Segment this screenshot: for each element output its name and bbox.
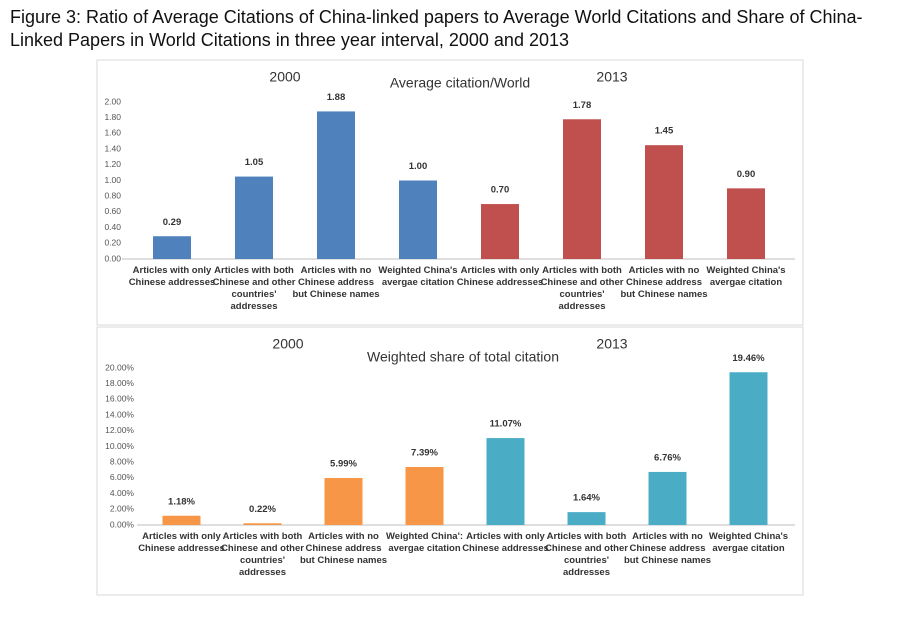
x-tick-label: Articles with no Chinese address but Chi… [299,531,388,566]
x-tick-label: Articles with both Chinese and other cou… [545,531,628,578]
group-label: 2000 [269,69,300,85]
bar [405,466,444,525]
y-tick-label: 18.00% [105,378,134,388]
x-tick-label-box: Articles with no Chinese address but Chi… [623,531,712,566]
y-tick-label: 1.00 [104,175,121,185]
x-tick-label: Articles with no Chinese address but Chi… [292,265,380,300]
y-tick-label: 1.20 [104,159,121,169]
x-tick-label-box: Articles with only Chinese addresses [462,531,549,554]
x-tick-label: Weighted China's avergae citation [378,265,458,288]
bar [486,438,525,525]
x-tick-label-box: Articles with no Chinese address but Chi… [620,265,708,300]
x-tick-label-box: Articles with both Chinese and other cou… [221,531,304,578]
x-tick-label-box: Articles with both Chinese and other cou… [540,265,624,312]
bar [399,180,437,259]
x-tick-label: Articles with only Chinese addresses [138,531,225,554]
value-label: 1.78 [573,100,592,111]
value-label: 1.05 [245,157,264,168]
y-tick-label: 1.40 [104,143,121,153]
y-tick-label: 0.60 [104,206,121,216]
figure-title: Figure 3: Ratio of Average Citations of … [10,7,863,50]
y-tick-label: 0.80 [104,190,121,200]
bar [481,204,519,259]
value-label: 0.70 [491,185,510,196]
bar [162,515,201,525]
y-tick-label: 1.80 [104,112,121,122]
y-tick-label: 0.40 [104,222,121,232]
bar [648,471,687,525]
y-tick-label: 0.00 [104,253,121,263]
value-label: 11.07% [490,419,522,430]
bar [317,111,355,259]
y-tick-label: 2.00% [110,504,135,514]
y-tick-label: 0.20 [104,238,121,248]
bar [324,477,363,525]
x-tick-label: Articles with both Chinese and other cou… [540,265,624,312]
group-label: 2013 [596,69,627,85]
value-label: 1.18% [168,496,195,507]
bar [727,188,765,259]
x-tick-label-box: Articles with no Chinese address but Chi… [292,265,380,300]
x-tick-label: Articles with no Chinese address but Chi… [620,265,708,300]
x-tick-label-box: Articles with both Chinese and other cou… [545,531,628,578]
value-label: 1.88 [327,92,346,103]
y-tick-label: 4.00% [110,488,135,498]
x-tick-label: Articles with only Chinese addresses [456,265,544,288]
chart-frame [96,326,804,596]
value-label: 1.45 [655,126,674,137]
x-tick-label: Articles with no Chinese address but Chi… [623,531,712,566]
value-label: 1.00 [409,161,428,172]
x-tick-label: Weighted China's avergae citation [708,531,789,554]
value-label: 0.29 [163,217,182,228]
y-tick-label: 1.60 [104,128,121,138]
x-tick-label: Weighted China': avergae citation [385,531,464,554]
x-tick-label-box: Weighted China's avergae citation [378,265,458,288]
value-label: 19.46% [732,353,765,364]
x-tick-label: Articles with only Chinese addresses [462,531,549,554]
value-label: 0.22% [249,504,276,515]
value-label: 6.76% [654,452,681,463]
y-tick-label: 2.00 [104,96,121,106]
bar [563,119,601,260]
x-tick-label-box: Weighted China': avergae citation [385,531,464,554]
x-tick-label: Weighted China's avergae citation [706,265,786,288]
x-tick-label: Articles with only Chinese addresses [128,265,216,288]
bar [729,372,768,525]
y-tick-label: 8.00% [110,456,135,466]
value-label: 0.90 [737,169,756,180]
y-tick-label: 10.00% [105,441,134,451]
y-tick-label: 16.00% [105,394,134,404]
y-tick-label: 0.00% [110,519,135,529]
bar [243,523,282,525]
x-tick-label: Articles with both Chinese and other cou… [212,265,296,312]
value-label: 1.64% [573,493,600,504]
y-tick-label: 6.00% [110,472,135,482]
x-tick-label-box: Articles with only Chinese addresses [138,531,225,554]
x-tick-label-box: Weighted China's avergae citation [708,531,789,554]
bar [567,512,606,525]
value-label: 7.39% [411,448,438,459]
chart-title: Weighted share of total citation [367,349,559,365]
x-tick-label-box: Articles with only Chinese addresses [128,265,216,288]
x-tick-label-box: Articles with both Chinese and other cou… [212,265,296,312]
y-tick-label: 20.00% [105,362,134,372]
bar [235,176,273,259]
group-label: 2013 [596,336,627,352]
bar [645,145,683,259]
x-tick-label-box: Articles with only Chinese addresses [456,265,544,288]
chart-frame [96,59,804,326]
y-tick-label: 12.00% [105,425,134,435]
x-tick-label-box: Articles with no Chinese address but Chi… [299,531,388,566]
chart-title: Average citation/World [390,75,530,91]
group-label: 2000 [272,336,303,352]
bar [153,236,191,259]
y-tick-label: 14.00% [105,409,134,419]
x-tick-label-box: Weighted China's avergae citation [706,265,786,288]
x-tick-label: Articles with both Chinese and other cou… [221,531,304,578]
value-label: 5.99% [330,458,357,469]
